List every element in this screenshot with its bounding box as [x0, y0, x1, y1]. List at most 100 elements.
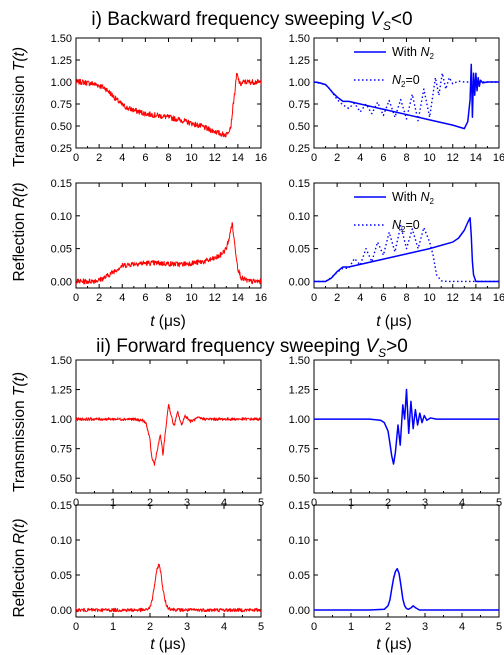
- series-line-experiment: [76, 563, 261, 613]
- x-tick-label: 0: [311, 152, 317, 164]
- xlabel-i-left: t (μs): [150, 313, 186, 330]
- panel-forward-experiment-transmission: 0 1 2 3 4 5 0.50 0.75 1.00 1.25 1.50: [51, 355, 264, 509]
- panel-backward-theory-reflection: 0 2 4 6 8 10 12 14 16 0.00 0.05 0.10 0.15 With N2 N2=0: [289, 178, 504, 304]
- x-tick-label: 4: [357, 292, 363, 304]
- x-tick-label: 8: [403, 152, 409, 164]
- x-tick-label: 12: [209, 292, 221, 304]
- x-tick-label: 2: [385, 621, 391, 633]
- y-tick-label: 0.10: [289, 535, 310, 547]
- x-tick-label: 2: [147, 497, 153, 509]
- x-tick-label: 12: [209, 152, 221, 164]
- y-tick-label: 0.00: [289, 276, 310, 288]
- x-tick-label: 4: [459, 621, 465, 633]
- plot-frame: [75, 359, 262, 494]
- x-tick-label: 2: [334, 152, 340, 164]
- series-line-n2-zero: [314, 224, 499, 283]
- legend-label-with-n2: With N2: [392, 190, 435, 206]
- x-tick-label: 2: [385, 497, 391, 509]
- ylabel-transmission-ii: Transmission T(t): [11, 372, 28, 492]
- y-tick-label: 0.50: [289, 121, 310, 133]
- y-tick-label: 1.25: [51, 385, 72, 397]
- x-tick-label: 4: [119, 292, 125, 304]
- xlabel-ii-left: t (μs): [150, 636, 186, 653]
- section-i-title: i) Backward frequency sweeping VS<0: [91, 9, 412, 33]
- x-tick-label: 2: [147, 621, 153, 633]
- x-tick-label: 12: [447, 292, 459, 304]
- plot-frame: [75, 37, 262, 149]
- series-line-with-n2: [314, 63, 499, 130]
- series-line-with-n2: [314, 388, 499, 465]
- y-tick-label: 0.05: [51, 244, 72, 256]
- x-tick-label: 2: [96, 292, 102, 304]
- x-tick-label: 14: [470, 152, 482, 164]
- panel-forward-experiment-reflection: 0 1 2 3 4 5 0.00 0.05 0.10 0.15: [51, 500, 264, 633]
- y-tick-label: 0.00: [51, 605, 72, 617]
- x-tick-label: 1: [348, 621, 354, 633]
- x-tick-label: 12: [447, 152, 459, 164]
- y-tick-label: 0.15: [289, 178, 310, 190]
- x-tick-label: 0: [311, 497, 317, 509]
- y-tick-label: 0.25: [51, 143, 72, 155]
- y-tick-label: 0.25: [289, 143, 310, 155]
- series-line-n2-zero: [314, 72, 499, 122]
- y-tick-label: 0.15: [51, 178, 72, 190]
- y-tick-label: 1.00: [51, 414, 72, 426]
- x-tick-label: 1: [348, 497, 354, 509]
- x-tick-label: 5: [496, 621, 502, 633]
- x-tick-label: 3: [422, 621, 428, 633]
- x-tick-label: 6: [142, 152, 148, 164]
- x-tick-label: 3: [422, 497, 428, 509]
- plot-frame: [75, 504, 262, 618]
- x-tick-label: 16: [255, 292, 267, 304]
- y-tick-label: 0.05: [51, 570, 72, 582]
- x-tick-label: 14: [232, 292, 244, 304]
- y-tick-label: 1.50: [51, 33, 72, 45]
- y-tick-label: 1.50: [51, 355, 72, 367]
- x-tick-label: 16: [493, 152, 504, 164]
- x-tick-label: 6: [380, 292, 386, 304]
- x-tick-label: 10: [186, 152, 198, 164]
- x-tick-label: 6: [380, 152, 386, 164]
- x-tick-label: 4: [119, 152, 125, 164]
- x-tick-label: 1: [110, 497, 116, 509]
- series-line-with-n2: [314, 567, 499, 611]
- x-tick-label: 0: [73, 152, 79, 164]
- x-tick-label: 5: [258, 497, 264, 509]
- x-tick-label: 0: [311, 292, 317, 304]
- x-tick-label: 14: [232, 152, 244, 164]
- x-tick-label: 8: [165, 292, 171, 304]
- y-tick-label: 0.15: [51, 500, 72, 512]
- ylabel-reflection-ii: Reflection R(t): [11, 518, 28, 617]
- y-tick-label: 1.25: [51, 55, 72, 67]
- y-tick-label: 1.25: [289, 385, 310, 397]
- y-tick-label: 0.75: [289, 99, 310, 111]
- x-tick-label: 2: [96, 152, 102, 164]
- x-tick-label: 5: [496, 497, 502, 509]
- y-tick-label: 0.10: [289, 211, 310, 223]
- y-tick-label: 1.00: [289, 414, 310, 426]
- ylabel-transmission-i: Transmission T(t): [11, 47, 28, 167]
- x-tick-label: 10: [186, 292, 198, 304]
- series-line-experiment: [76, 404, 261, 466]
- x-tick-label: 3: [184, 621, 190, 633]
- section-ii-title: ii) Forward frequency sweeping VS>0: [96, 336, 408, 360]
- panel-backward-experiment-transmission: 0 2 4 6 8 10 12 14 16 0.25 0.50 0.75 1.00 1.25 1.50: [51, 33, 268, 164]
- x-tick-label: 4: [459, 497, 465, 509]
- x-tick-label: 0: [311, 621, 317, 633]
- x-tick-label: 1: [110, 621, 116, 633]
- x-tick-label: 5: [258, 621, 264, 633]
- y-tick-label: 0.75: [51, 99, 72, 111]
- x-tick-label: 3: [184, 497, 190, 509]
- x-tick-label: 2: [334, 292, 340, 304]
- y-tick-label: 0.05: [289, 244, 310, 256]
- plot-frame: [313, 504, 500, 618]
- legend-label-n2-zero: N2=0: [392, 73, 420, 89]
- series-line-with-n2: [314, 217, 499, 283]
- x-tick-label: 14: [470, 292, 482, 304]
- xlabel-ii-right: t (μs): [376, 636, 412, 653]
- y-tick-label: 1.25: [289, 55, 310, 67]
- x-tick-label: 4: [221, 621, 227, 633]
- panel-backward-theory-transmission: 0 2 4 6 8 10 12 14 16 0.25 0.50 0.75 1.00 1.25 1.50 Wit…: [289, 33, 504, 164]
- y-tick-label: 0.05: [289, 570, 310, 582]
